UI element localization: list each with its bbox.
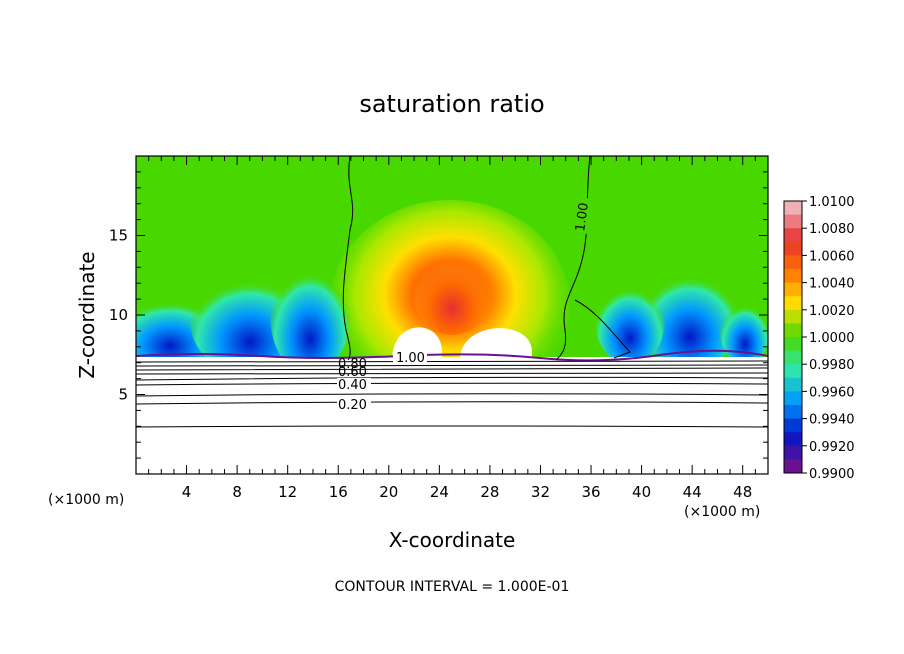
x-tick-label: 32 (531, 483, 550, 501)
contour-band-upper (136, 360, 768, 375)
colorbar-swatch (784, 282, 802, 297)
colorbar-label: 1.0020 (809, 304, 855, 319)
contour-label-0-60: 0.60 (338, 365, 367, 380)
x-unit-left: (×1000 m) (48, 492, 124, 508)
colorbar-swatch (784, 418, 802, 433)
cold-west-3 (270, 255, 350, 375)
colorbar-swatch (784, 377, 802, 392)
colorbar-label: 1.0000 (809, 331, 855, 346)
colorbar-label: 1.0040 (809, 277, 855, 292)
contour-label-1-00-base: 1.00 (396, 351, 425, 366)
cloud-base-edge (136, 349, 768, 362)
contour-line-low (136, 425, 768, 428)
contour-band-mid (136, 376, 768, 386)
colorbar-swatch (784, 255, 802, 270)
colorbar-swatch (784, 201, 802, 216)
colorbar-label: 0.9980 (809, 358, 855, 373)
colorbar-swatch (784, 391, 802, 406)
colorbar-swatch (784, 350, 802, 365)
x-tick-label: 36 (581, 483, 600, 501)
x-unit-right: (×1000 m) (684, 504, 760, 520)
x-tick-label: 12 (278, 483, 297, 501)
colorbar-label: 1.0060 (809, 249, 855, 264)
x-axis: 4 8 12 16 20 24 28 32 36 40 44 48 (148, 156, 756, 501)
colorbar-swatch (784, 364, 802, 379)
colorbar-label: 0.9900 (809, 467, 855, 482)
plume-core (412, 245, 492, 335)
colorbar-label: 0.9960 (809, 385, 855, 400)
colorbar-label: 0.9920 (809, 440, 855, 455)
contour-band-lower (136, 393, 768, 405)
colorbar-swatch (784, 445, 802, 460)
y-tick-label: 15 (109, 227, 128, 245)
colorbar-swatch (784, 269, 802, 284)
x-tick-label: 4 (182, 483, 192, 501)
colorbar-label: 0.9940 (809, 413, 855, 428)
colorbar-label: 1.0080 (809, 222, 855, 237)
contour-label-0-20: 0.20 (338, 398, 367, 413)
cold-east-3 (720, 295, 768, 365)
x-tick-label: 40 (632, 483, 651, 501)
contour-lines (136, 156, 768, 428)
colorbar-swatch (784, 241, 802, 256)
plot-area (136, 156, 768, 474)
contour-label-1-00-east: 1.00 (573, 202, 592, 233)
contour-line-1-west (342, 156, 354, 361)
x-tick-label: 44 (683, 483, 702, 501)
x-tick-label: 16 (329, 483, 348, 501)
contour-label-0-80: 0.80 (338, 357, 367, 372)
x-tick-label: 48 (733, 483, 752, 501)
colorbar: 1.0100 1.0080 1.0060 1.0040 1.0020 1.0000 0.99… (783, 195, 855, 482)
chart-title: saturation ratio (359, 90, 544, 118)
cold-east-2 (595, 275, 665, 365)
colorbar-swatch (784, 337, 802, 352)
x-tick-label: 8 (232, 483, 242, 501)
y-axis-label: Z-coordinate (75, 251, 99, 378)
y-tick-label: 5 (118, 386, 128, 404)
x-tick-label: 28 (480, 483, 499, 501)
colorbar-swatch (784, 432, 802, 447)
lower-region (136, 357, 768, 474)
y-tick-label: 10 (109, 306, 128, 324)
x-tick-label: 24 (430, 483, 449, 501)
colorbar-swatch (784, 228, 802, 243)
contour-interval-note: CONTOUR INTERVAL = 1.000E-01 (335, 579, 570, 595)
cloud-void-2 (460, 328, 532, 360)
x-tick-label: 20 (379, 483, 398, 501)
colorbar-label: 1.0100 (809, 195, 855, 210)
contour-label-0-40: 0.40 (338, 378, 367, 393)
colorbar-swatch (784, 459, 802, 474)
colorbar-swatch (784, 323, 802, 338)
cold-east-1 (640, 260, 740, 370)
colorbar-swatch (784, 405, 802, 420)
colorbar-swatch (784, 214, 802, 229)
colorbar-swatch (784, 309, 802, 324)
x-axis-label: X-coordinate (389, 528, 516, 552)
colorbar-swatch (784, 296, 802, 311)
contour-labels: 1.00 0.80 0.60 0.40 0.20 1.00 (337, 196, 592, 413)
y-axis: 5 10 15 (109, 171, 768, 459)
